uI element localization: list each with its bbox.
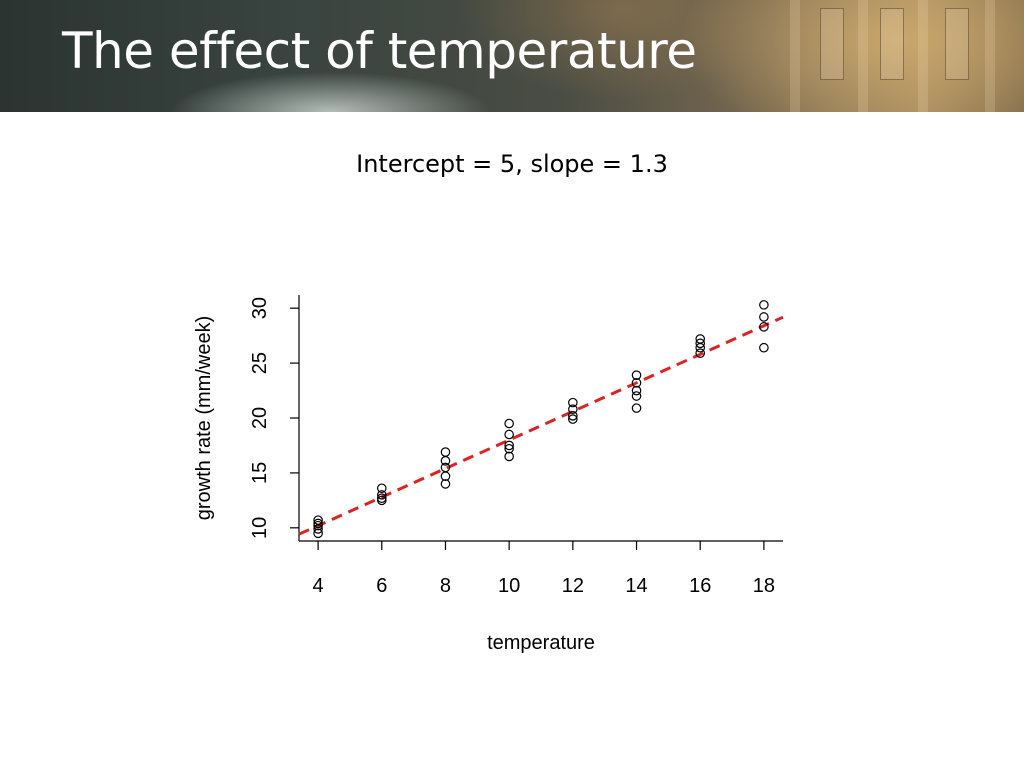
header-banner (0, 0, 1024, 112)
building-column (918, 0, 928, 112)
data-point (568, 414, 578, 424)
data-point (313, 520, 323, 531)
building-window (820, 8, 844, 80)
x-tick-label: 8 (440, 575, 451, 597)
data-point (568, 397, 578, 408)
x-tick-label: 18 (753, 575, 775, 597)
data-point (631, 403, 642, 413)
y-tick-label: 30 (249, 297, 271, 319)
x-tick-label: 6 (376, 575, 387, 597)
fit-line (298, 315, 784, 536)
x-tick-label: 10 (498, 575, 520, 597)
data-point (631, 370, 642, 380)
data-point (759, 300, 769, 310)
building-window (880, 8, 904, 80)
data-point (376, 483, 387, 494)
x-tick-label: 16 (689, 575, 711, 597)
y-axis-label: growth rate (mm/week) (193, 316, 215, 521)
data-point (695, 342, 706, 353)
data-point (759, 312, 769, 322)
slide-title: The effect of temperature (62, 22, 697, 80)
data-point (695, 348, 706, 359)
y-tick-label: 15 (249, 462, 271, 484)
building-column (858, 0, 868, 112)
x-tick-label: 14 (625, 575, 647, 597)
data-point (504, 451, 514, 462)
data-point (504, 429, 514, 440)
points-layer (313, 300, 769, 539)
data-point (568, 411, 578, 421)
data-point (440, 471, 451, 482)
building-column (985, 0, 995, 112)
x-tick-label: 12 (562, 575, 584, 597)
x-axis-label: temperature (487, 632, 595, 654)
data-point (313, 524, 323, 534)
y-tick-label: 25 (249, 352, 271, 374)
data-point (568, 404, 578, 415)
data-point (631, 378, 642, 388)
x-tick-label: 4 (313, 575, 324, 597)
data-point (759, 342, 769, 353)
data-point (504, 443, 514, 454)
slide-subtitle: Intercept = 5, slope = 1.3 (356, 150, 668, 178)
building-column (790, 0, 800, 112)
data-point (313, 528, 323, 539)
data-point (440, 447, 451, 457)
data-point (376, 490, 387, 500)
axes: 4 6 8 10 12 14 16 18 10 15 20 25 30 (249, 295, 783, 597)
data-point (631, 385, 642, 396)
data-point (376, 495, 387, 506)
data-point (440, 456, 451, 466)
data-point (759, 322, 769, 332)
data-point (504, 440, 514, 451)
building-window (945, 8, 969, 80)
data-point (631, 391, 642, 401)
data-point (695, 338, 706, 349)
data-point (440, 479, 451, 489)
y-tick-label: 20 (249, 407, 271, 429)
y-tick-label: 10 (249, 517, 271, 539)
fit-line-layer (298, 315, 784, 536)
data-point (504, 418, 514, 429)
